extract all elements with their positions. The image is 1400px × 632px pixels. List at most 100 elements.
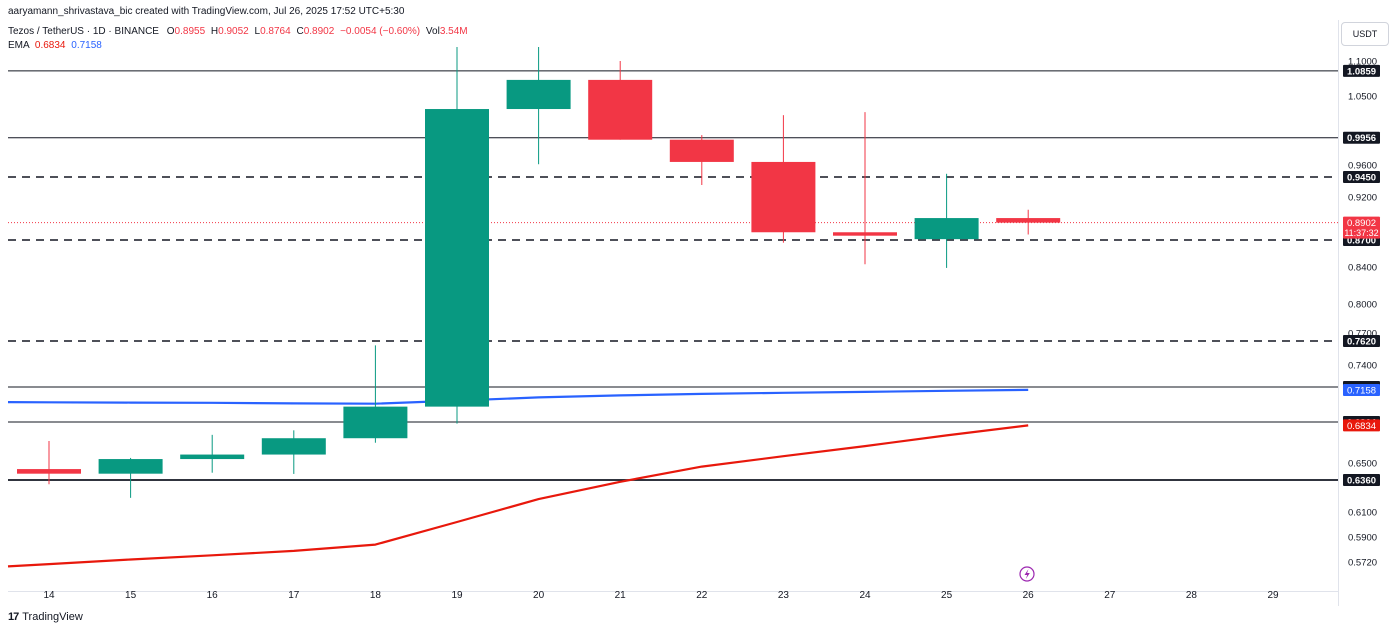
candle-body [506, 79, 571, 110]
candle-body [833, 232, 897, 236]
y-tick-label: 1.1000 [1348, 57, 1377, 68]
ohlc-low-label: L [254, 26, 261, 37]
x-tick-label: 17 [288, 590, 300, 601]
y-tick-label: 0.7700 [1348, 329, 1377, 340]
x-tick-label: 22 [696, 590, 708, 601]
candle [833, 112, 897, 265]
tradingview-logo-icon: 17 [8, 611, 19, 623]
level-tag-bg [1343, 474, 1380, 486]
ema-line-blue [7, 388, 1029, 405]
x-axis: 14 15 16 17 18 19 20 21 22 23 24 25 26 27 28 29 [8, 20, 1339, 606]
y-tick-label: 0.8000 [1348, 300, 1377, 311]
x-tick-label: 20 [533, 590, 545, 601]
candle [180, 434, 245, 473]
ohlc-open-value: 0.8955 [174, 26, 206, 37]
candle [751, 115, 816, 243]
currency-selector[interactable]: USDT [1341, 22, 1389, 46]
level-tag-bg [1343, 131, 1380, 144]
candle [506, 47, 571, 165]
price-tag: 0.7158 [1343, 383, 1380, 396]
candle-body [425, 109, 489, 407]
y-tick-label: 0.6500 [1348, 459, 1377, 470]
x-tick-label: 23 [778, 590, 790, 601]
candle [98, 457, 163, 498]
ema-legend: EMA 0.6834 0.7158 [8, 40, 102, 51]
x-tick-label: 15 [125, 590, 137, 601]
x-tick-label: 27 [1104, 590, 1116, 601]
level-tag: 0.9450 [1343, 171, 1380, 184]
level-tag-label: 0.7620 [1347, 337, 1376, 348]
x-tick-label: 18 [370, 590, 382, 601]
candle-body [343, 406, 408, 439]
horizontal-levels [8, 70, 1338, 481]
y-axis: 1.1000 1.0500 0.9600 0.9200 0.8400 0.8000 0.77… [1348, 57, 1377, 569]
volume-label: Vol [425, 26, 440, 37]
volume-value: 3.54M [439, 26, 468, 37]
level-tag-bg [1343, 171, 1380, 183]
x-tick-label: 24 [859, 590, 871, 601]
footer-brand: 17 TradingView [8, 611, 83, 623]
candle-body [751, 161, 816, 233]
price-tag-label: 0.6834 [1347, 421, 1376, 432]
x-tick-label: 19 [451, 590, 463, 601]
price-tag-label: 0.8902 [1347, 218, 1376, 229]
ema-lines [7, 388, 1029, 568]
brand-text: TradingView [22, 611, 83, 623]
candle-body [669, 139, 734, 162]
candle-body [996, 218, 1061, 223]
y-tick-label: 0.8400 [1348, 263, 1377, 274]
candle-body [261, 438, 326, 455]
x-tick-label: 25 [941, 590, 953, 601]
x-tick-label: 28 [1186, 590, 1198, 601]
level-tag: 0.7620 [1343, 335, 1380, 348]
price-tag-bg [1343, 216, 1380, 239]
level-tag: 1.0859 [1343, 64, 1380, 77]
level-tag-bg [1343, 64, 1380, 77]
x-tick-label: 26 [1023, 590, 1035, 601]
x-tick-label: 14 [43, 590, 55, 601]
level-tag-label: 0.9956 [1347, 133, 1376, 144]
price-tag-bg [1343, 419, 1380, 432]
symbol-name: Tezos / TetherUS · 1D · BINANCE [8, 26, 159, 37]
y-tick-label: 1.0500 [1348, 92, 1377, 103]
ema-value-red: 0.6834 [34, 40, 66, 51]
candle-body [180, 454, 245, 460]
candle [425, 47, 489, 424]
symbol-legend: Tezos / TetherUS · 1D · BINANCE O0.8955 … [8, 26, 468, 37]
ohlc-low-value: 0.8764 [260, 26, 291, 37]
y-tick-label: 0.5720 [1348, 558, 1377, 569]
x-tick-label: 21 [615, 590, 627, 601]
y-tick-label: 0.6100 [1348, 508, 1377, 519]
level-tag-bg [1343, 335, 1380, 347]
candle [588, 61, 653, 140]
attribution-text: aaryamann_shrivastava_bic created with T… [8, 6, 405, 17]
candle [261, 430, 326, 474]
level-tag: 0.6360 [1343, 474, 1380, 487]
x-tick-label: 16 [207, 590, 219, 601]
level-tag-label: 0.9450 [1347, 173, 1376, 184]
ohlc-high-value: 0.9052 [218, 26, 249, 37]
ohlc-high-label: H [210, 26, 219, 37]
y-tick-label: 0.9200 [1348, 193, 1377, 204]
ohlc-open-label: O [166, 26, 175, 37]
plot-area [8, 20, 1338, 606]
ema-line-red [7, 424, 1029, 568]
change-value: −0.0054 (−0.60%) [340, 26, 421, 37]
price-tag-bg [1343, 383, 1380, 396]
price-tag: 0.6834 [1343, 419, 1380, 432]
candle [343, 345, 408, 443]
candle-body [914, 218, 979, 240]
y-tick-label: 0.5900 [1348, 533, 1377, 544]
ema-label: EMA [8, 40, 30, 51]
candle [914, 173, 979, 268]
y-tick-label: 0.9600 [1348, 161, 1377, 172]
candle [17, 441, 81, 485]
ema-value-blue: 0.7158 [71, 40, 102, 51]
lightning-icon[interactable] [1019, 566, 1035, 582]
candles [17, 47, 1061, 498]
candle [996, 209, 1061, 235]
candle [669, 135, 734, 185]
level-tag: 0.9956 [1343, 131, 1380, 144]
